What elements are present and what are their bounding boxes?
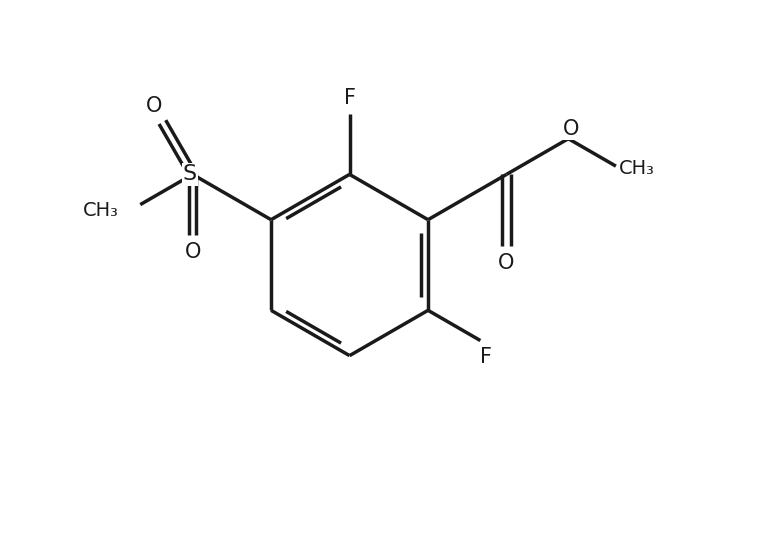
Text: F: F	[344, 88, 355, 108]
Text: O: O	[185, 242, 201, 262]
Text: O: O	[563, 119, 579, 139]
Text: F: F	[480, 347, 492, 367]
Text: S: S	[183, 164, 197, 184]
Text: CH₃: CH₃	[82, 200, 118, 220]
Text: O: O	[146, 95, 162, 115]
Text: O: O	[498, 253, 514, 273]
Text: CH₃: CH₃	[618, 160, 655, 178]
